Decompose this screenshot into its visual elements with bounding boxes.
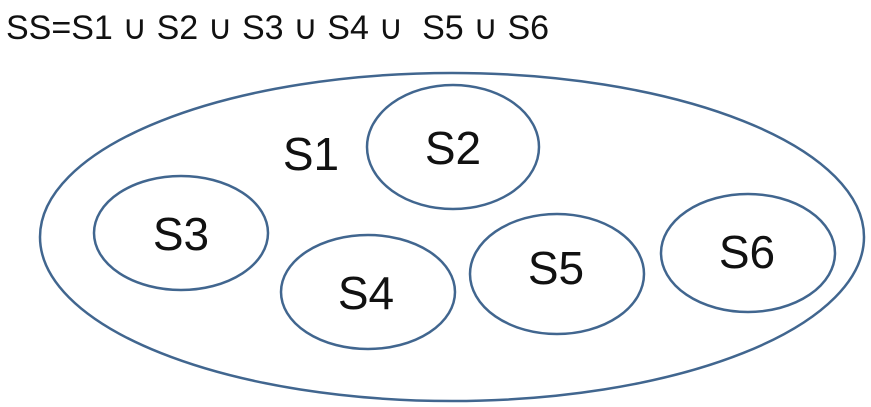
label-s4: S4 <box>338 267 394 319</box>
union-formula: SS=S1 ∪ S2 ∪ S3 ∪ S4 ∪ S5 ∪ S6 <box>6 9 550 47</box>
label-s2: S2 <box>425 122 481 174</box>
ellipse-s4 <box>279 233 457 351</box>
label-s6: S6 <box>719 226 775 278</box>
ellipse-s3 <box>92 174 270 292</box>
label-s5: S5 <box>528 242 584 294</box>
ellipse-s2 <box>365 83 541 211</box>
label-s3: S3 <box>153 208 209 260</box>
ellipse-s6 <box>659 192 837 314</box>
label-s1: S1 <box>283 128 339 180</box>
outer-ellipse-s1 <box>38 71 866 403</box>
ellipse-s5 <box>468 212 646 336</box>
